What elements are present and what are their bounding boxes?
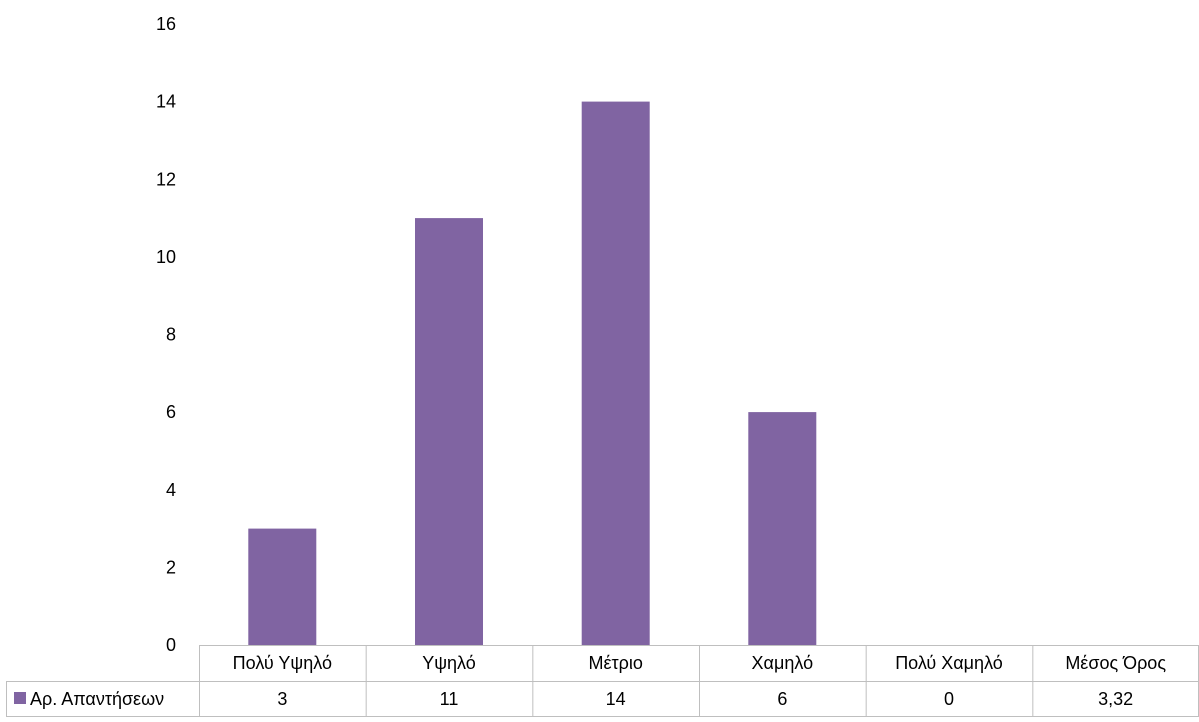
y-tick-label: 6 [166,402,176,422]
y-tick-label: 10 [156,247,176,267]
table-value: 11 [440,689,459,709]
bar [415,218,483,645]
y-tick-label: 8 [166,325,176,345]
y-tick-label: 0 [166,635,176,655]
table-value: 3,32 [1098,689,1133,709]
table-value: 3 [277,689,287,709]
data-table-series-row: Αρ. Απαντήσεων 3 11 14 6 0 3,32 [14,689,1133,709]
y-tick-label: 14 [156,92,176,112]
table-value: 6 [777,689,787,709]
table-value: 0 [944,689,954,709]
y-tick-label: 2 [166,557,176,577]
y-axis-ticks: 0 2 4 6 8 10 12 14 16 [156,14,176,655]
category-label: Πολύ Χαμηλό [895,653,1003,673]
category-label: Μέτριο [588,653,642,673]
bar [748,412,817,645]
bar [248,528,317,645]
category-label: Υψηλό [422,653,476,673]
table-value: 14 [606,689,626,709]
y-tick-label: 4 [166,480,176,500]
data-table-category-row: Πολύ Υψηλό Υψηλό Μέτριο Χαμηλό Πολύ Χαμηλό Μέ… [233,653,1167,673]
category-label: Χαμηλό [752,653,814,673]
y-tick-label: 12 [156,169,176,189]
legend-swatch [14,692,26,704]
bar [581,101,650,646]
category-label: Μέσος Όρος [1065,653,1166,673]
category-label: Πολύ Υψηλό [233,653,332,673]
bar-series [248,101,817,646]
series-name: Αρ. Απαντήσεων [30,689,164,709]
y-tick-label: 16 [156,14,176,34]
